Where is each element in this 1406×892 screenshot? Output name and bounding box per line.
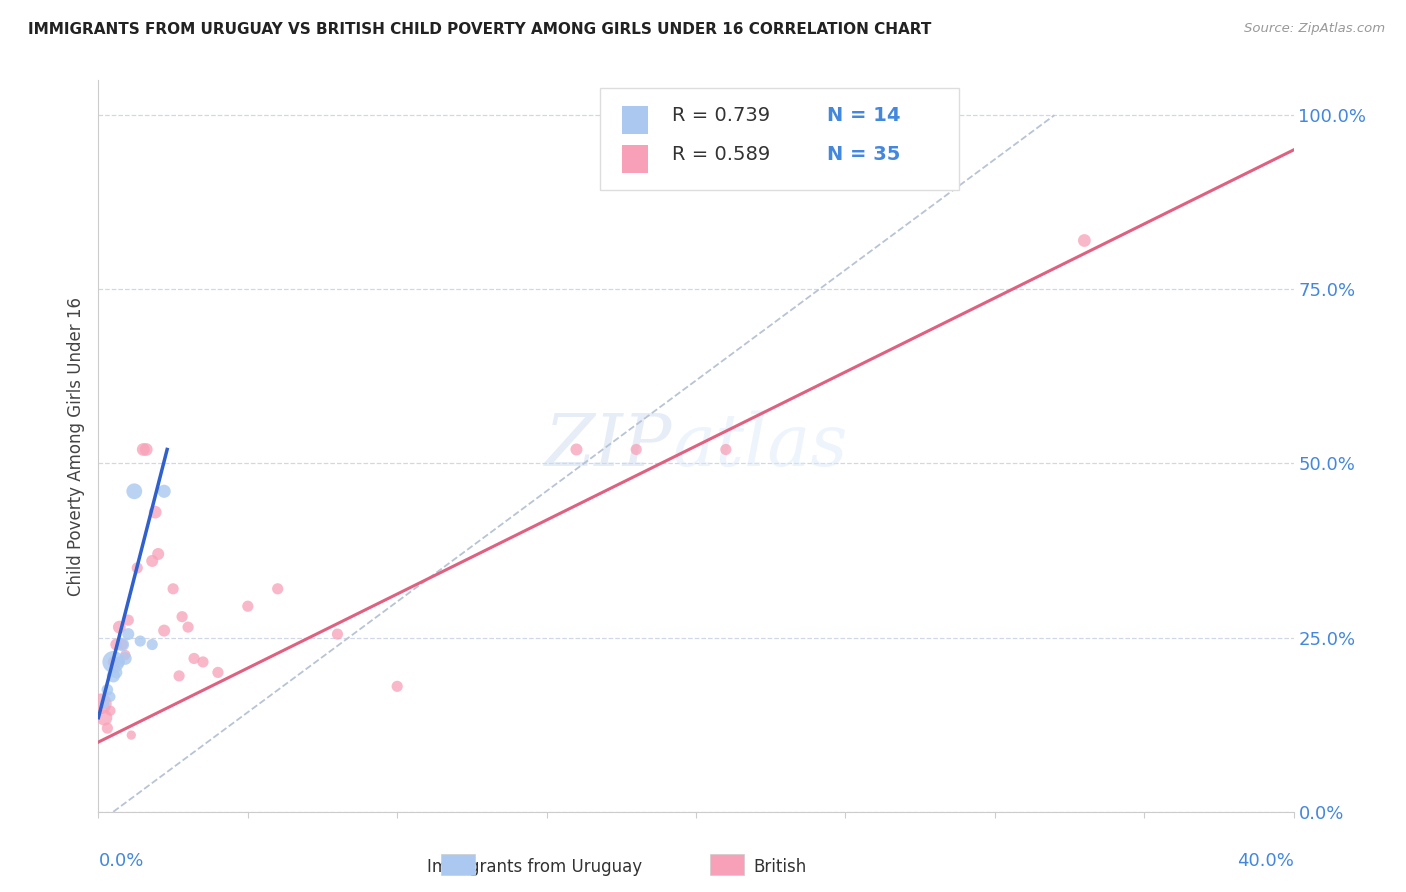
Point (897, 136, 920, 150)
Text: British: British (754, 858, 807, 876)
Point (141, 638, 163, 652)
Point (135, 442, 157, 457)
Point (108, 620, 131, 634)
Text: N = 35: N = 35 (827, 145, 901, 164)
Point (103, 669, 125, 683)
Text: R = 0.589: R = 0.589 (672, 145, 770, 164)
Point (103, 655, 125, 669)
Point (177, 620, 200, 634)
Point (117, 627, 139, 641)
Point (153, 484, 176, 499)
Point (236, 599, 259, 614)
Point (124, 484, 146, 499)
Point (127, 561, 149, 575)
Point (100, 704, 122, 718)
FancyBboxPatch shape (600, 87, 959, 190)
FancyBboxPatch shape (621, 145, 648, 173)
Point (141, 554, 163, 568)
Text: Immigrants from Uruguay: Immigrants from Uruguay (426, 858, 643, 876)
Point (120, 728, 142, 742)
Text: 0.0%: 0.0% (98, 852, 143, 870)
Point (96, 721, 118, 735)
Point (100, 690, 122, 704)
Point (105, 665, 128, 680)
Point (1073, 234, 1095, 248)
Text: N = 14: N = 14 (827, 106, 901, 125)
Point (191, 655, 214, 669)
FancyBboxPatch shape (621, 106, 648, 135)
Point (326, 627, 349, 641)
Text: atlas: atlas (672, 410, 848, 482)
Point (267, 582, 290, 596)
Point (565, 442, 588, 457)
Point (894, 122, 917, 136)
Point (108, 655, 131, 669)
Point (714, 442, 737, 457)
Point (172, 609, 194, 624)
Point (129, 634, 152, 648)
Point (626, 442, 648, 457)
Point (114, 651, 136, 665)
Text: ZIP: ZIP (544, 410, 672, 482)
Point (167, 669, 190, 683)
Point (96, 682, 118, 697)
Point (117, 613, 139, 627)
Point (90, 697, 112, 711)
Point (132, 442, 155, 457)
Point (111, 638, 134, 652)
Point (93, 697, 115, 711)
Point (148, 547, 170, 561)
Point (111, 638, 134, 652)
Point (153, 624, 176, 638)
Point (143, 505, 166, 519)
Point (105, 638, 128, 652)
Point (93, 711, 115, 725)
Text: IMMIGRANTS FROM URUGUAY VS BRITISH CHILD POVERTY AMONG GIRLS UNDER 16 CORRELATIO: IMMIGRANTS FROM URUGUAY VS BRITISH CHILD… (28, 22, 932, 37)
Text: Source: ZipAtlas.com: Source: ZipAtlas.com (1244, 22, 1385, 36)
Text: R = 0.739: R = 0.739 (672, 106, 770, 125)
Point (183, 651, 205, 665)
Point (207, 665, 229, 680)
Point (114, 648, 136, 662)
Point (162, 582, 184, 596)
Point (385, 679, 409, 693)
Y-axis label: Child Poverty Among Girls Under 16: Child Poverty Among Girls Under 16 (66, 296, 84, 596)
Point (103, 655, 125, 669)
Text: 40.0%: 40.0% (1237, 852, 1294, 870)
